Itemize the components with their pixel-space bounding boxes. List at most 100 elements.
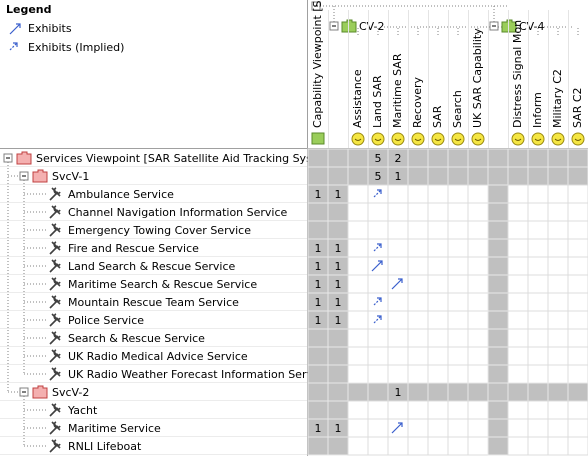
cell-count: 2 <box>395 152 402 165</box>
legend-item: Exhibits <box>28 22 72 35</box>
matrix-cell <box>467 310 489 330</box>
service-icon <box>49 241 61 255</box>
matrix-cell <box>527 238 549 258</box>
cell-count: 1 <box>335 422 342 435</box>
matrix-cell <box>547 274 569 294</box>
matrix-cell <box>487 418 509 438</box>
capability-icon <box>471 132 485 146</box>
capability-icon <box>551 132 565 146</box>
matrix-cell <box>387 202 409 222</box>
matrix-cell <box>527 400 549 420</box>
row-label: Yacht <box>67 404 98 417</box>
matrix-cell <box>447 184 469 204</box>
matrix-cell <box>467 220 489 240</box>
matrix-cell <box>547 382 569 402</box>
matrix-cell <box>547 238 569 258</box>
row-label: SvcV-2 <box>52 386 89 399</box>
matrix-cell <box>367 256 389 276</box>
matrix-cell <box>407 292 429 312</box>
row-label: Emergency Towing Cover Service <box>68 224 251 237</box>
matrix-cell <box>487 382 509 402</box>
matrix-cell <box>507 418 529 438</box>
row-label: UK Radio Medical Advice Service <box>68 350 248 363</box>
matrix-cell <box>387 220 409 240</box>
capability-smile <box>554 138 562 141</box>
matrix-cell <box>487 148 509 168</box>
matrix-cell <box>327 382 349 402</box>
service-icon <box>49 313 61 327</box>
matrix-cell <box>547 328 569 348</box>
capability-icon <box>511 132 525 146</box>
matrix-cell <box>327 166 349 186</box>
row-label: Ambulance Service <box>68 188 174 201</box>
matrix-cell <box>427 328 449 348</box>
matrix-cell <box>427 382 449 402</box>
row-label: Channel Navigation Information Service <box>68 206 288 219</box>
cell-count: 5 <box>375 170 382 183</box>
arrow-head <box>377 297 382 302</box>
matrix-cell <box>367 202 389 222</box>
cell-count: 1 <box>335 296 342 309</box>
matrix-cell <box>527 436 549 456</box>
cell-count: 1 <box>335 314 342 327</box>
matrix-cell <box>387 310 409 330</box>
matrix-cell <box>547 148 569 168</box>
matrix-cell <box>347 328 369 348</box>
arrow-shaft <box>9 42 18 51</box>
column-header: Maritime SAR <box>391 53 404 128</box>
matrix-cell <box>507 238 529 258</box>
matrix-cell <box>487 274 509 294</box>
cell-count: 5 <box>375 152 382 165</box>
matrix-cell <box>307 364 329 384</box>
capability-icon <box>391 132 405 146</box>
matrix-cell <box>407 220 429 240</box>
row-label: Search & Rescue Service <box>68 332 205 345</box>
matrix-cell <box>467 274 489 294</box>
implied-arrow <box>373 189 382 198</box>
row-label: Police Service <box>68 314 144 327</box>
service-icon <box>49 439 61 453</box>
capability-icon <box>351 132 365 146</box>
arrow-head <box>377 189 382 194</box>
matrix-cell <box>447 220 469 240</box>
matrix-cell <box>507 220 529 240</box>
matrix-cell <box>447 400 469 420</box>
matrix-cell <box>567 400 588 420</box>
matrix-cell <box>447 274 469 294</box>
matrix-cell <box>447 166 469 186</box>
arrow <box>371 260 383 272</box>
matrix-cell <box>347 220 369 240</box>
matrix-cell <box>407 436 429 456</box>
row-label: SvcV-1 <box>52 170 89 183</box>
cell-count: 1 <box>395 386 402 399</box>
matrix-cell <box>347 274 369 294</box>
package-icon <box>32 385 48 399</box>
matrix-cell <box>407 148 429 168</box>
matrix-cell <box>307 148 329 168</box>
row-label: Land Search & Rescue Service <box>68 260 235 273</box>
matrix-cell <box>447 382 469 402</box>
matrix-cell <box>487 166 509 186</box>
matrix-cell <box>447 328 469 348</box>
row-label: UK Radio Weather Forecast Information Se… <box>68 368 329 381</box>
matrix-cell <box>467 364 489 384</box>
matrix-cell <box>567 166 588 186</box>
matrix-cell <box>387 328 409 348</box>
matrix-cell <box>567 238 588 258</box>
matrix-cell <box>367 220 389 240</box>
column-group: CV-4 <box>519 20 545 33</box>
matrix-cell <box>407 382 429 402</box>
matrix-cell <box>507 400 529 420</box>
matrix-cell <box>307 220 329 240</box>
matrix-cell <box>447 256 469 276</box>
matrix-cell <box>547 436 569 456</box>
matrix-cell <box>567 292 588 312</box>
matrix-cell <box>567 310 588 330</box>
arrow-head <box>377 315 382 320</box>
matrix-cell <box>407 256 429 276</box>
matrix-cell <box>567 382 588 402</box>
matrix-cell <box>527 256 549 276</box>
package-icon <box>311 132 325 145</box>
matrix-cell <box>387 418 409 438</box>
matrix-cell <box>567 148 588 168</box>
